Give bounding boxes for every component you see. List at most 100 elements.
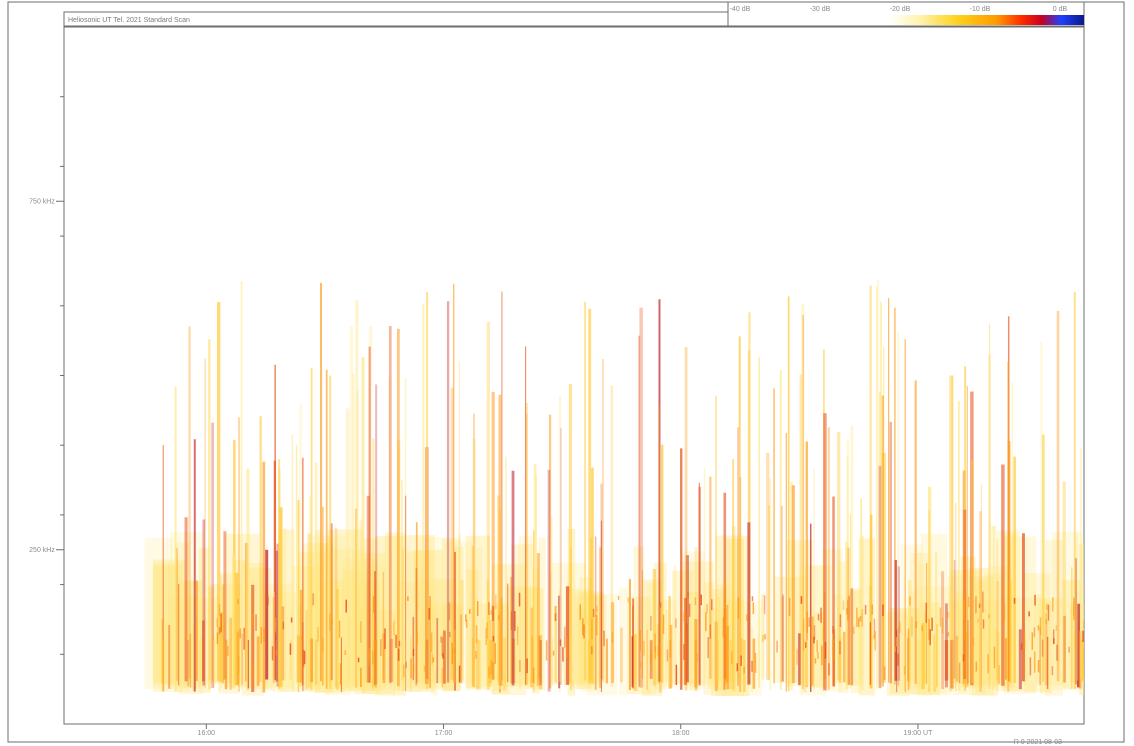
spectrogram-streak xyxy=(533,464,537,684)
spectrogram-hotspot xyxy=(490,660,493,675)
spectrogram-streak xyxy=(175,548,178,682)
spectrogram-streak xyxy=(850,425,854,684)
spectrogram-hotspot xyxy=(255,614,257,631)
spectrogram-background-patch xyxy=(619,587,629,696)
spectrogram-streak xyxy=(965,632,969,688)
spectrogram-hotspot xyxy=(428,608,431,620)
spectrogram-hotspot xyxy=(441,636,444,657)
spectrogram-hotspot xyxy=(882,604,884,617)
spectrogram-streak xyxy=(478,640,480,688)
spectrogram-hotspot xyxy=(1031,632,1034,650)
spectrogram-streak xyxy=(878,465,882,688)
y-axis-tick-label: 250 kHz xyxy=(29,547,55,554)
spectrogram-streak xyxy=(894,559,898,681)
spectrogram-streak xyxy=(539,634,542,690)
colorbar-tick-label: -30 dB xyxy=(810,6,831,13)
spectrogram-streak xyxy=(472,637,475,688)
spectrogram-streak xyxy=(450,387,454,680)
spectrogram-streak xyxy=(308,496,311,693)
spectrogram-hotspot xyxy=(988,614,990,619)
spectrogram-streak xyxy=(933,634,937,692)
spectrogram-streak xyxy=(904,339,906,693)
spectrogram-background-patch xyxy=(361,580,374,685)
spectrogram-streak xyxy=(787,296,790,692)
spectrogram-streak xyxy=(375,384,378,685)
spectrogram-background-patch xyxy=(1045,539,1063,696)
spectrogram-streak xyxy=(570,547,572,691)
spectrogram-background-patch xyxy=(633,546,645,685)
spectrogram-hotspot xyxy=(700,594,702,606)
spectrogram-streak xyxy=(283,528,287,680)
spectrogram-hotspot xyxy=(275,635,277,640)
spectrogram-background-patch xyxy=(974,581,985,688)
spectrogram-hotspot xyxy=(1082,630,1084,642)
spectrogram-streak xyxy=(458,361,460,684)
spectrogram-streak xyxy=(967,619,969,684)
spectrogram-hotspot xyxy=(947,611,949,618)
spectrogram-streak xyxy=(638,335,641,687)
spectrogram-streak xyxy=(336,589,339,690)
colorbar-legend: -40 dB -30 dB -20 dB -10 dB 0 dB xyxy=(727,1,1085,27)
spectrogram-hotspot xyxy=(743,666,745,674)
spectrogram-streak xyxy=(405,495,407,691)
spectrogram-streak xyxy=(587,639,591,679)
spectrogram-hotspot xyxy=(903,665,906,676)
spectrogram-streak xyxy=(747,350,751,686)
spectrogram-streak xyxy=(810,616,814,686)
spectrogram-hotspot xyxy=(591,618,593,640)
spectrogram-streak xyxy=(646,629,648,690)
spectrogram-hotspot xyxy=(407,596,409,601)
spectrogram-streak xyxy=(538,640,542,682)
spectrogram-streak xyxy=(721,631,723,693)
spectrogram-streak xyxy=(208,339,211,690)
spectrogram-background-patch xyxy=(153,559,186,686)
spectrogram-hotspot xyxy=(448,631,451,638)
spectrogram-hotspot xyxy=(972,637,975,646)
spectrogram-hotspot xyxy=(403,664,405,678)
spectrogram-streak xyxy=(928,486,932,687)
spectrogram-streak xyxy=(860,498,863,684)
spectrogram-streak xyxy=(869,514,873,689)
spectrogram-streak xyxy=(446,301,450,683)
spectrogram-hotspot xyxy=(639,629,641,652)
spectrogram-hotspot xyxy=(740,655,742,666)
spectrogram-streak xyxy=(881,395,884,687)
spectrogram-streak xyxy=(610,385,614,687)
spectrogram-hotspot xyxy=(705,612,707,632)
spectrogram-streak xyxy=(743,639,746,693)
spectrogram-streak xyxy=(923,611,927,684)
spectrogram-streak xyxy=(337,618,340,683)
spectrogram-streak xyxy=(213,639,217,684)
spectrogram-streak xyxy=(750,627,754,692)
spectrogram-hotspot xyxy=(554,605,557,621)
spectrogram-streak xyxy=(799,374,802,686)
spectrogram-background-patch xyxy=(471,548,483,689)
spectrogram-hotspot xyxy=(852,626,855,635)
spectrogram-streak xyxy=(798,633,801,686)
spectrogram-hotspot xyxy=(357,657,360,663)
colorbar-tick-label: -40 dB xyxy=(730,6,751,13)
colorbar-gradient xyxy=(890,15,1084,25)
spectrogram-streak xyxy=(805,441,809,688)
spectrogram-streak xyxy=(310,638,314,683)
spectrogram-streak xyxy=(680,448,683,690)
spectrogram-hotspot xyxy=(821,645,823,666)
spectrogram-hotspot xyxy=(915,621,917,629)
spectrogram-hotspot xyxy=(650,616,652,631)
spectrogram-hotspot xyxy=(958,662,961,684)
spectrogram-streak xyxy=(436,618,439,684)
spectrogram-streak xyxy=(302,457,304,686)
spectrogram-hotspot xyxy=(339,663,342,685)
spectrogram-streak xyxy=(782,594,784,682)
spectrogram-tall-burst xyxy=(1073,291,1076,690)
spectrogram-hotspot xyxy=(688,603,691,617)
spectrogram-streak xyxy=(184,517,188,682)
spectrogram-hotspot xyxy=(274,617,277,632)
spectrogram-streak xyxy=(501,291,503,681)
spectrogram-hotspot xyxy=(968,596,970,608)
spectrogram-hotspot xyxy=(1037,625,1040,631)
spectrogram-hotspot xyxy=(562,647,564,662)
spectrogram-background-patch xyxy=(1079,544,1084,696)
spectrogram-hotspot xyxy=(859,615,862,622)
spectrogram-hotspot xyxy=(897,653,899,666)
